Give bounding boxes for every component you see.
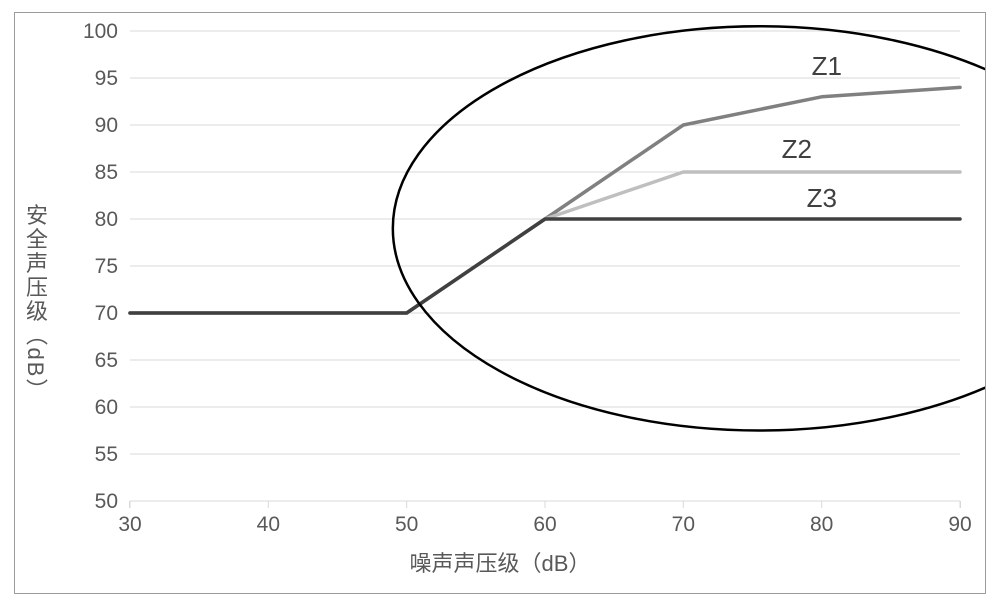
x-tick-label: 90 bbox=[948, 513, 971, 536]
x-tick-label: 50 bbox=[395, 513, 418, 536]
x-tick-label: 80 bbox=[810, 513, 833, 536]
annotation-ellipse bbox=[393, 26, 985, 430]
y-tick-label: 85 bbox=[95, 161, 118, 184]
y-tick-label: 95 bbox=[95, 67, 118, 90]
y-tick-label: 50 bbox=[95, 490, 118, 513]
y-tick-label: 75 bbox=[95, 255, 118, 278]
y-tick-label: 55 bbox=[95, 443, 118, 466]
series-label-z1: Z1 bbox=[812, 51, 842, 81]
y-tick-label: 65 bbox=[95, 349, 118, 372]
chart-container: 安全声压级（dB） 50 55 60 65 70 75 80 85 90 95 100 30 40 50 6… bbox=[0, 0, 1000, 606]
line-chart: 50 55 60 65 70 75 80 85 90 95 100 30 40 50 60 70 80 90 Z1 Z… bbox=[15, 13, 985, 593]
x-tick-label: 70 bbox=[672, 513, 695, 536]
x-axis-label: 噪声声压级（dB） bbox=[410, 546, 591, 578]
y-axis-label: 安全声压级（dB） bbox=[19, 204, 51, 403]
y-tick-label: 90 bbox=[95, 114, 118, 137]
y-tick-label: 70 bbox=[95, 302, 118, 325]
chart-frame: 安全声压级（dB） 50 55 60 65 70 75 80 85 90 95 100 30 40 50 6… bbox=[14, 12, 986, 594]
series-label-z2: Z2 bbox=[782, 134, 812, 164]
x-tick-label: 60 bbox=[533, 513, 556, 536]
y-tick-label: 100 bbox=[83, 20, 118, 43]
y-tick-label: 60 bbox=[95, 396, 118, 419]
x-tick-label: 40 bbox=[257, 513, 280, 536]
y-tick-label: 80 bbox=[95, 208, 118, 231]
series-label-z3: Z3 bbox=[807, 183, 837, 213]
x-tick-label: 30 bbox=[118, 513, 141, 536]
